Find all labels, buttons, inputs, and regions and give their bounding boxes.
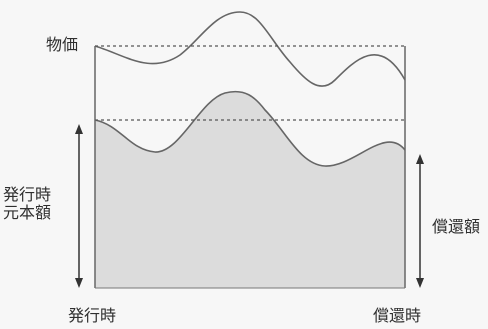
price-curve [94,11,406,87]
redemption-amount-label: 償還額 [432,217,481,236]
redemption-arrow [416,154,424,288]
issue-time-label: 発行時 [68,306,117,325]
issue-principal-label-line2: 元本額 [3,203,52,222]
principal-area-fill [95,91,405,288]
issue-principal-label: 発行時 元本額 [3,186,51,222]
price-label: 物価 [46,35,79,54]
redemption-time-label: 償還時 [373,306,422,325]
principal-curve [94,90,406,167]
principal-arrow [75,124,83,288]
issue-principal-label-line1: 発行時 [3,185,52,204]
